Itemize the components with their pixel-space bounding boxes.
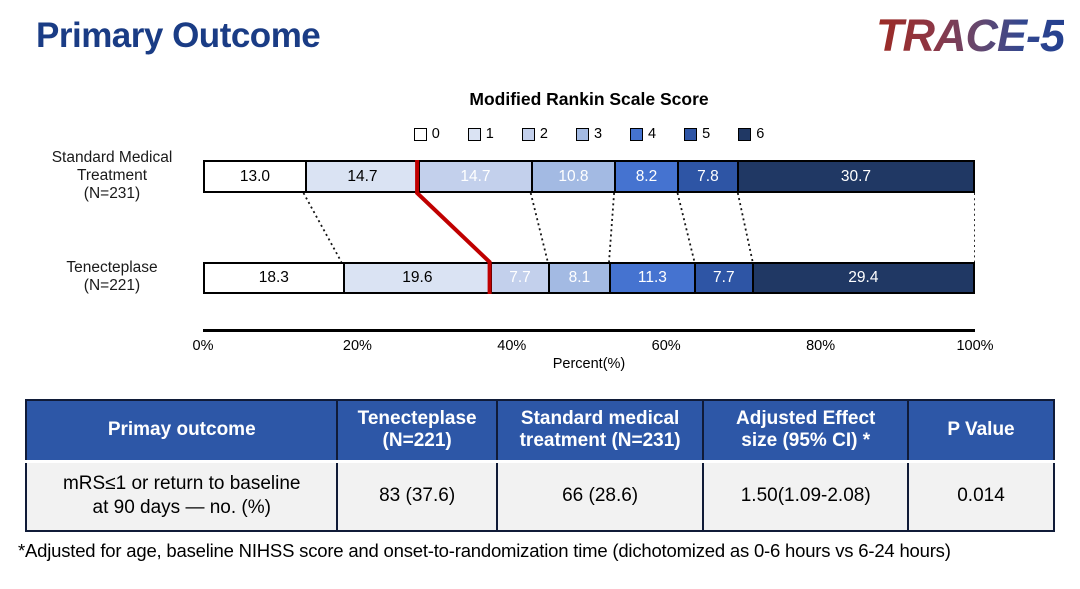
bar-segment-mrs5: 7.7: [693, 264, 752, 292]
legend-item-0: 0: [413, 126, 440, 142]
bar-segment-mrs1: 19.6: [342, 264, 491, 292]
legend-label: 4: [648, 126, 657, 142]
trace5-logo: TRACE-5: [875, 10, 1065, 61]
bar-segment-mrs4: 8.2: [613, 162, 677, 191]
bar-segment-mrs1: 14.7: [304, 162, 418, 191]
legend-item-3: 3: [575, 126, 603, 142]
chart-title: Modified Rankin Scale Score: [469, 89, 709, 109]
bar-segment-mrs0: 18.3: [205, 264, 343, 292]
col-header-standard-treatment: Standard medical treatment (N=231): [495, 399, 705, 463]
bar-segment-mrs6: 30.7: [736, 162, 973, 191]
legend-swatch-icon: [684, 127, 698, 141]
col-header-primary-outcome: Primay outcome: [24, 399, 339, 463]
legend: 0 1 2 3 4 5 6: [203, 126, 975, 142]
bar-segment-mrs0: 13.0: [205, 162, 305, 191]
legend-label: 3: [593, 126, 603, 142]
row-label-line: Tenecteplase: [66, 259, 158, 276]
connector-dotted-line: [302, 192, 343, 263]
col-header-tenecteplase: Tenecteplase (N=221): [336, 399, 498, 463]
cell-tenecteplase-value: 83 (37.6): [336, 460, 498, 532]
cell-outcome-label: mRS≤1 or return to baseline at 90 days —…: [24, 460, 339, 532]
legend-label: 1: [485, 126, 494, 142]
legend-swatch-icon: [413, 127, 427, 141]
row-label-line: (N=231): [83, 185, 141, 202]
page-title: Primary Outcome: [36, 16, 321, 55]
bar-segment-mrs2: 14.7: [417, 162, 531, 191]
legend-item-4: 4: [630, 126, 656, 142]
connector-dotted-line: [736, 192, 754, 263]
legend-item-1: 1: [467, 126, 494, 142]
bar-row-standard: 13.0 14.7 14.7 10.8 8.2 7.8 30.7: [203, 160, 975, 193]
bar-segment-mrs6: 29.4: [751, 264, 973, 292]
bar-row-tenecteplase: 18.3 19.6 7.7 8.1 11.3 7.7 29.4: [203, 262, 975, 294]
connector-dotted-line: [529, 192, 549, 263]
row-label-line: Standard Medical: [51, 149, 173, 166]
legend-swatch-icon: [521, 127, 535, 141]
legend-label: 5: [702, 126, 711, 142]
bar-segment-mrs3: 8.1: [547, 264, 609, 292]
cell-standard-value: 66 (28.6): [495, 460, 705, 532]
x-axis-label: Percent(%): [552, 356, 626, 372]
legend-item-5: 5: [684, 126, 710, 142]
legend-swatch-icon: [467, 127, 481, 141]
row-label-standard-medical-treatment: Standard Medical Treatment (N=231): [28, 149, 196, 203]
row-label-line: (N=221): [83, 277, 141, 294]
x-axis-tick-label: 40%: [497, 338, 527, 354]
legend-label: 0: [431, 126, 440, 142]
legend-item-2: 2: [521, 126, 548, 142]
row-label-tenecteplase: Tenecteplase (N=221): [28, 259, 196, 295]
table-header-row: Primay outcome Tenecteplase (N=221) Stan…: [24, 399, 1056, 463]
x-axis-tick-label: 60%: [651, 338, 681, 354]
connector-dotted-line: [676, 192, 696, 263]
legend-label: 6: [756, 126, 765, 142]
legend-swatch-icon: [630, 127, 644, 141]
x-axis-tick-label: 100%: [956, 338, 994, 354]
legend-item-6: 6: [738, 126, 764, 142]
col-header-effect-size: Adjusted Effect size (95% CI) *: [702, 399, 909, 463]
outcome-table: Primay outcome Tenecteplase (N=221) Stan…: [24, 399, 1056, 532]
x-axis-line: [203, 329, 975, 332]
legend-swatch-icon: [738, 127, 752, 141]
bar-segment-mrs3: 10.8: [530, 162, 614, 191]
x-axis-tick-label: 80%: [806, 338, 836, 354]
legend-swatch-icon: [575, 127, 589, 141]
x-axis-tick-label: 0%: [192, 338, 214, 354]
footnote: *Adjusted for age, baseline NIHSS score …: [18, 540, 951, 561]
connector-dotted-line: [608, 192, 615, 263]
col-header-p-value: P Value: [906, 399, 1056, 463]
bar-segment-mrs4: 11.3: [608, 264, 694, 292]
cell-p-value: 0.014: [906, 460, 1056, 532]
row-label-line: Treatment: [76, 167, 148, 184]
cell-effect-size-value: 1.50(1.09-2.08): [702, 460, 909, 532]
table-row: mRS≤1 or return to baseline at 90 days —…: [24, 460, 1056, 532]
x-axis-tick-label: 20%: [342, 338, 372, 354]
bar-segment-mrs5: 7.8: [676, 162, 737, 191]
legend-label: 2: [539, 126, 548, 142]
bar-segment-mrs2: 7.7: [490, 264, 548, 292]
